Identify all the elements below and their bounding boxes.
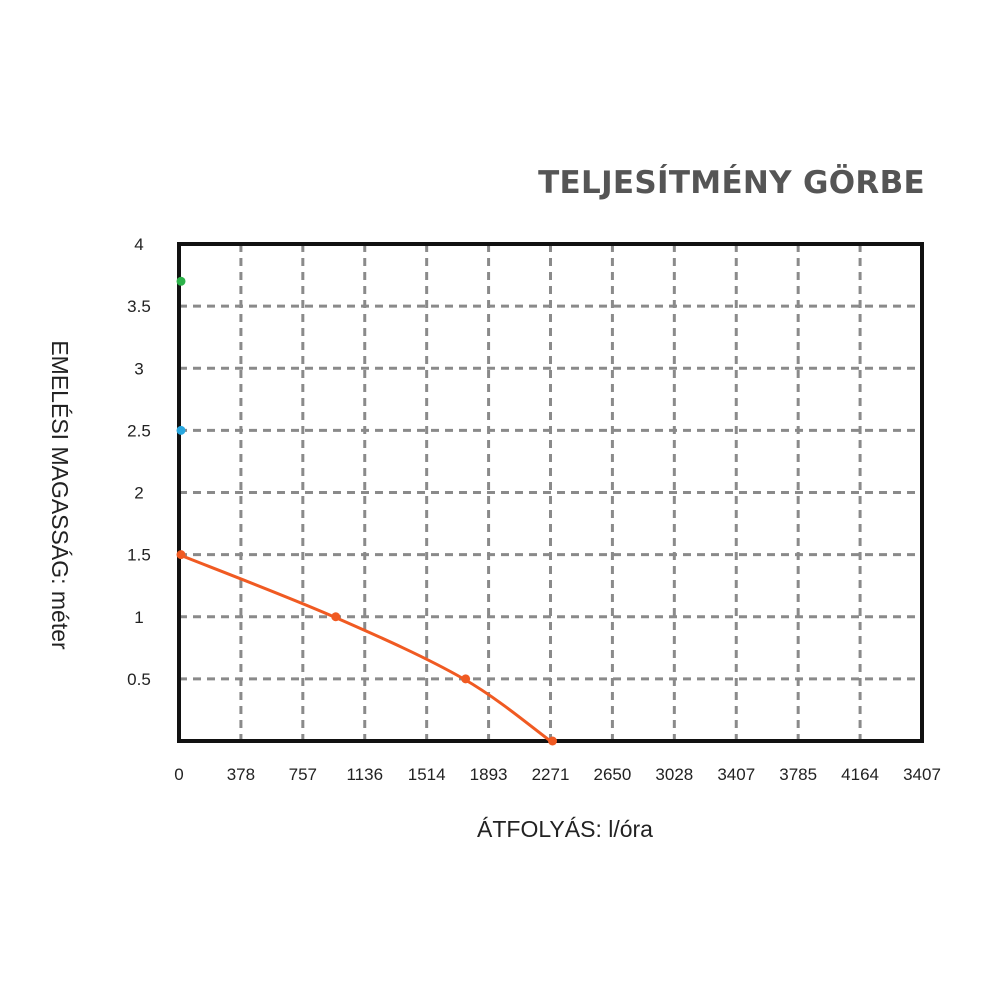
y-tick-label: 3 [134, 359, 143, 378]
x-tick-label: 3407 [903, 765, 941, 784]
x-tick-label: 0 [174, 765, 183, 784]
y-tick-label: 4 [134, 235, 143, 254]
x-tick-label: 1893 [470, 765, 508, 784]
x-tick-label: 757 [289, 765, 317, 784]
x-tick-labels: 0 378 757 1136 1514 1893 2271 2650 3028 3407 3785 4… [174, 765, 941, 784]
x-tick-label: 4164 [841, 765, 879, 784]
x-tick-label: 2271 [532, 765, 570, 784]
data-series [176, 276, 557, 746]
x-tick-label: 3028 [655, 765, 693, 784]
data-point [331, 612, 341, 622]
x-tick-label: 2650 [594, 765, 632, 784]
data-point [176, 425, 186, 435]
x-tick-label: 378 [227, 765, 255, 784]
y-tick-label: 2.5 [127, 421, 151, 440]
y-tick-label: 0.5 [127, 670, 151, 689]
y-tick-labels: 0.5 1 1.5 2 2.5 3 3.5 4 [127, 235, 151, 689]
x-tick-label: 3785 [779, 765, 817, 784]
x-tick-label: 1136 [346, 765, 383, 784]
x-tick-label: 3407 [717, 765, 755, 784]
grid [179, 244, 922, 741]
y-axis-label: EMELÉSI MAGASSÁG: méter [47, 340, 73, 650]
series-line [178, 553, 552, 743]
data-point [176, 276, 186, 286]
y-tick-label: 1.5 [127, 546, 151, 565]
x-tick-label: 1514 [408, 765, 446, 784]
chart-title: TELJESÍTMÉNY GÖRBE [538, 164, 925, 201]
data-point [461, 674, 471, 684]
y-tick-label: 1 [134, 608, 143, 627]
x-axis-label: ÁTFOLYÁS: l/óra [477, 816, 653, 842]
data-point [176, 550, 186, 560]
data-point [548, 736, 557, 746]
y-tick-label: 3.5 [127, 297, 151, 316]
y-tick-label: 2 [134, 484, 143, 503]
